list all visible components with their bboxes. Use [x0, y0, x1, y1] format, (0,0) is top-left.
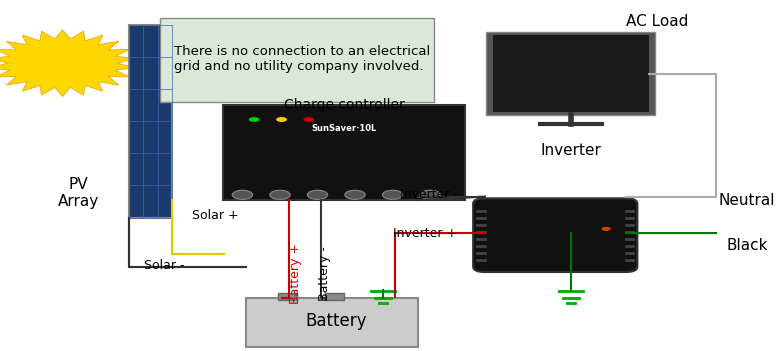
Text: PV
Array: PV Array — [58, 177, 99, 209]
Text: Inverter +: Inverter + — [393, 227, 457, 240]
Text: Solar +: Solar + — [192, 209, 238, 223]
FancyBboxPatch shape — [473, 198, 637, 272]
Text: Black: Black — [726, 238, 767, 253]
Circle shape — [304, 117, 315, 122]
Circle shape — [23, 46, 102, 81]
Text: SunSaver·10L: SunSaver·10L — [312, 125, 377, 133]
Text: Inverter -: Inverter - — [399, 188, 457, 201]
FancyBboxPatch shape — [247, 298, 418, 347]
FancyBboxPatch shape — [161, 18, 434, 102]
Text: Neutral: Neutral — [719, 193, 775, 207]
Circle shape — [249, 117, 260, 122]
Circle shape — [601, 227, 611, 231]
FancyBboxPatch shape — [278, 293, 298, 300]
Circle shape — [276, 117, 287, 122]
Text: Battery: Battery — [305, 312, 367, 330]
Text: Solar -: Solar - — [144, 258, 185, 272]
Text: Battery +: Battery + — [289, 243, 302, 304]
Text: AC Load: AC Load — [626, 14, 688, 28]
Polygon shape — [0, 30, 136, 97]
Text: Inverter: Inverter — [540, 144, 601, 158]
FancyBboxPatch shape — [325, 293, 344, 300]
FancyBboxPatch shape — [493, 35, 649, 112]
Text: Charge controller: Charge controller — [283, 98, 405, 112]
Text: Battery -: Battery - — [318, 246, 331, 301]
Circle shape — [270, 190, 290, 199]
Circle shape — [233, 190, 253, 199]
FancyBboxPatch shape — [129, 25, 172, 218]
FancyBboxPatch shape — [486, 32, 655, 115]
Circle shape — [382, 190, 402, 199]
Circle shape — [345, 190, 365, 199]
Circle shape — [420, 190, 440, 199]
Text: There is no connection to an electrical
grid and no utility company involved.: There is no connection to an electrical … — [174, 45, 430, 73]
Circle shape — [308, 190, 327, 199]
FancyBboxPatch shape — [223, 105, 465, 200]
